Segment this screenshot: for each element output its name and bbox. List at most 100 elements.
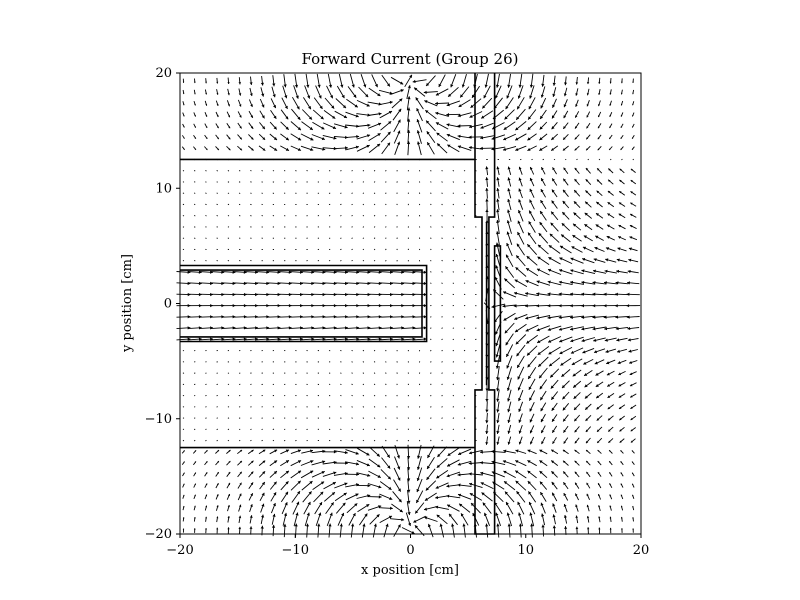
quiver-arrow: [356, 144, 370, 152]
quiver-arrow: [373, 192, 376, 194]
quiver-arrow: [412, 292, 427, 297]
quiver-arrow: [505, 266, 515, 278]
quiver-arrow: [617, 236, 626, 241]
quiver-arrow: [528, 97, 536, 110]
quiver-arrow: [620, 146, 624, 151]
quiver-arrow: [326, 512, 333, 527]
quiver-arrow: [576, 158, 578, 161]
quiver-arrow: [547, 336, 562, 343]
quiver-arrow: [480, 135, 494, 140]
quiver-arrow: [250, 428, 252, 431]
quiver-arrow: [551, 402, 558, 412]
quiver-arrow: [334, 492, 347, 502]
quiver-arrow: [514, 470, 527, 479]
quiver-arrow: [227, 417, 230, 419]
quiver-arrow: [551, 110, 558, 119]
quiver-arrow: [237, 145, 243, 151]
quiver-arrow: [507, 209, 512, 222]
quiver-arrow: [362, 439, 365, 442]
quiver-arrow: [436, 470, 449, 479]
quiver-arrow: [436, 132, 448, 142]
quiver-arrow: [630, 438, 636, 443]
quiver-arrow: [215, 111, 219, 118]
quiver-arrow: [605, 348, 617, 353]
quiver-arrow: [367, 112, 382, 116]
quiver-arrow: [530, 523, 534, 538]
quiver-arrow: [507, 424, 512, 434]
quiver-arrow: [313, 97, 323, 110]
quiver-arrow: [430, 170, 432, 172]
quiver-arrow: [550, 449, 559, 455]
quiver-arrow: [270, 502, 276, 514]
quiver-arrow: [182, 78, 185, 83]
quiver-arrow: [528, 378, 536, 391]
quiver-arrow: [340, 383, 342, 386]
quiver-arrow: [503, 470, 516, 478]
x-tick-label: −10: [282, 543, 309, 558]
quiver-arrow: [458, 99, 471, 108]
quiver-arrow: [550, 222, 559, 232]
quiver-arrow: [632, 101, 635, 106]
quiver-arrow: [446, 113, 461, 117]
quiver-arrow: [426, 131, 436, 143]
quiver-arrow: [463, 260, 466, 262]
quiver-arrow: [452, 237, 455, 239]
quiver-arrow: [383, 523, 389, 538]
quiver-arrow: [333, 450, 348, 455]
quiver-arrow: [238, 406, 241, 408]
quiver-arrow: [373, 394, 376, 397]
quiver-arrow: [618, 224, 626, 230]
quiver-arrow: [574, 493, 580, 501]
quiver-arrow: [323, 122, 337, 130]
quiver-arrow: [193, 406, 196, 408]
quiver-arrow: [529, 177, 535, 187]
quiver-arrow: [463, 271, 466, 273]
quiver-arrow: [192, 449, 197, 454]
small-rect-outline: [493, 245, 502, 362]
quiver-arrow: [592, 326, 607, 331]
quiver-arrow: [581, 292, 596, 296]
quiver-arrow: [204, 100, 208, 106]
quiver-arrow: [586, 100, 590, 107]
quiver-arrow: [452, 203, 455, 206]
quiver-arrow: [547, 268, 562, 275]
quiver-arrow: [380, 131, 391, 143]
quiver-arrow: [558, 280, 573, 286]
quiver-arrow: [594, 246, 605, 252]
quiver-arrow: [430, 203, 432, 206]
quiver-arrow: [475, 349, 477, 352]
quiver-arrow: [452, 192, 455, 194]
quiver-arrow: [548, 346, 561, 355]
quiver-arrow: [463, 372, 466, 374]
quiver-arrow: [457, 112, 472, 118]
quiver-arrow: [571, 358, 583, 366]
quiver-arrow: [280, 470, 290, 479]
quiver-arrow: [495, 512, 502, 527]
quiver-arrow: [551, 470, 558, 478]
quiver-arrow: [573, 403, 581, 411]
quiver-arrow: [227, 428, 230, 431]
quiver-arrow: [345, 111, 359, 118]
quiver-arrow: [502, 145, 517, 151]
quiver-arrow: [193, 516, 196, 522]
quiver-arrow: [563, 492, 569, 501]
quiver-arrow: [362, 428, 365, 431]
quiver-arrow: [457, 448, 472, 456]
quiver-arrow: [609, 494, 613, 500]
quiver-arrow: [507, 436, 512, 445]
quiver-arrow: [250, 439, 252, 442]
quiver-arrow: [551, 414, 558, 423]
quiver-arrow: [362, 181, 365, 183]
quiver-arrow: [564, 526, 568, 535]
quiver-arrow: [618, 370, 626, 376]
quiver-arrow: [628, 247, 638, 252]
quiver-arrow: [563, 514, 568, 524]
quiver-arrow: [506, 220, 512, 234]
quiver-arrow: [351, 361, 353, 363]
quiver-arrow: [628, 349, 639, 353]
quiver-arrow: [435, 111, 449, 117]
quiver-arrow: [571, 246, 583, 253]
quiver-arrow: [351, 248, 353, 251]
quiver-arrow: [561, 222, 571, 232]
quiver-arrow: [226, 100, 230, 107]
